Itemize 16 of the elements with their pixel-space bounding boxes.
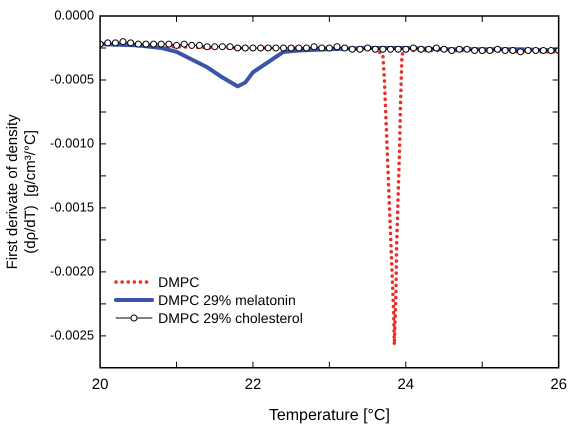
x-tick-label: 22	[244, 376, 262, 393]
y-tick-label: -0.0010	[50, 136, 94, 151]
text: (dρ/dT) [g/cm³/°C]	[22, 130, 40, 254]
legend-label: DMPC 29% cholesterol	[158, 310, 303, 326]
y-tick-label: -0.0005	[50, 72, 94, 87]
x-tick-label: 24	[397, 376, 414, 393]
x-tick-label: 26	[550, 376, 567, 393]
legend-label: DMPC 29% melatonin	[158, 292, 296, 308]
x-axis-title: Temperature [°C]	[268, 406, 390, 424]
x-tick-label: 20	[92, 376, 108, 393]
y-tick-label: 0.0000	[54, 8, 94, 23]
legend-label: DMPC	[158, 274, 200, 290]
y-tick-label: -0.0015	[50, 199, 94, 214]
text: First derivate of density	[4, 114, 22, 270]
y-tick-label: -0.0025	[50, 327, 94, 342]
y-tick-label: -0.0020	[50, 263, 94, 278]
